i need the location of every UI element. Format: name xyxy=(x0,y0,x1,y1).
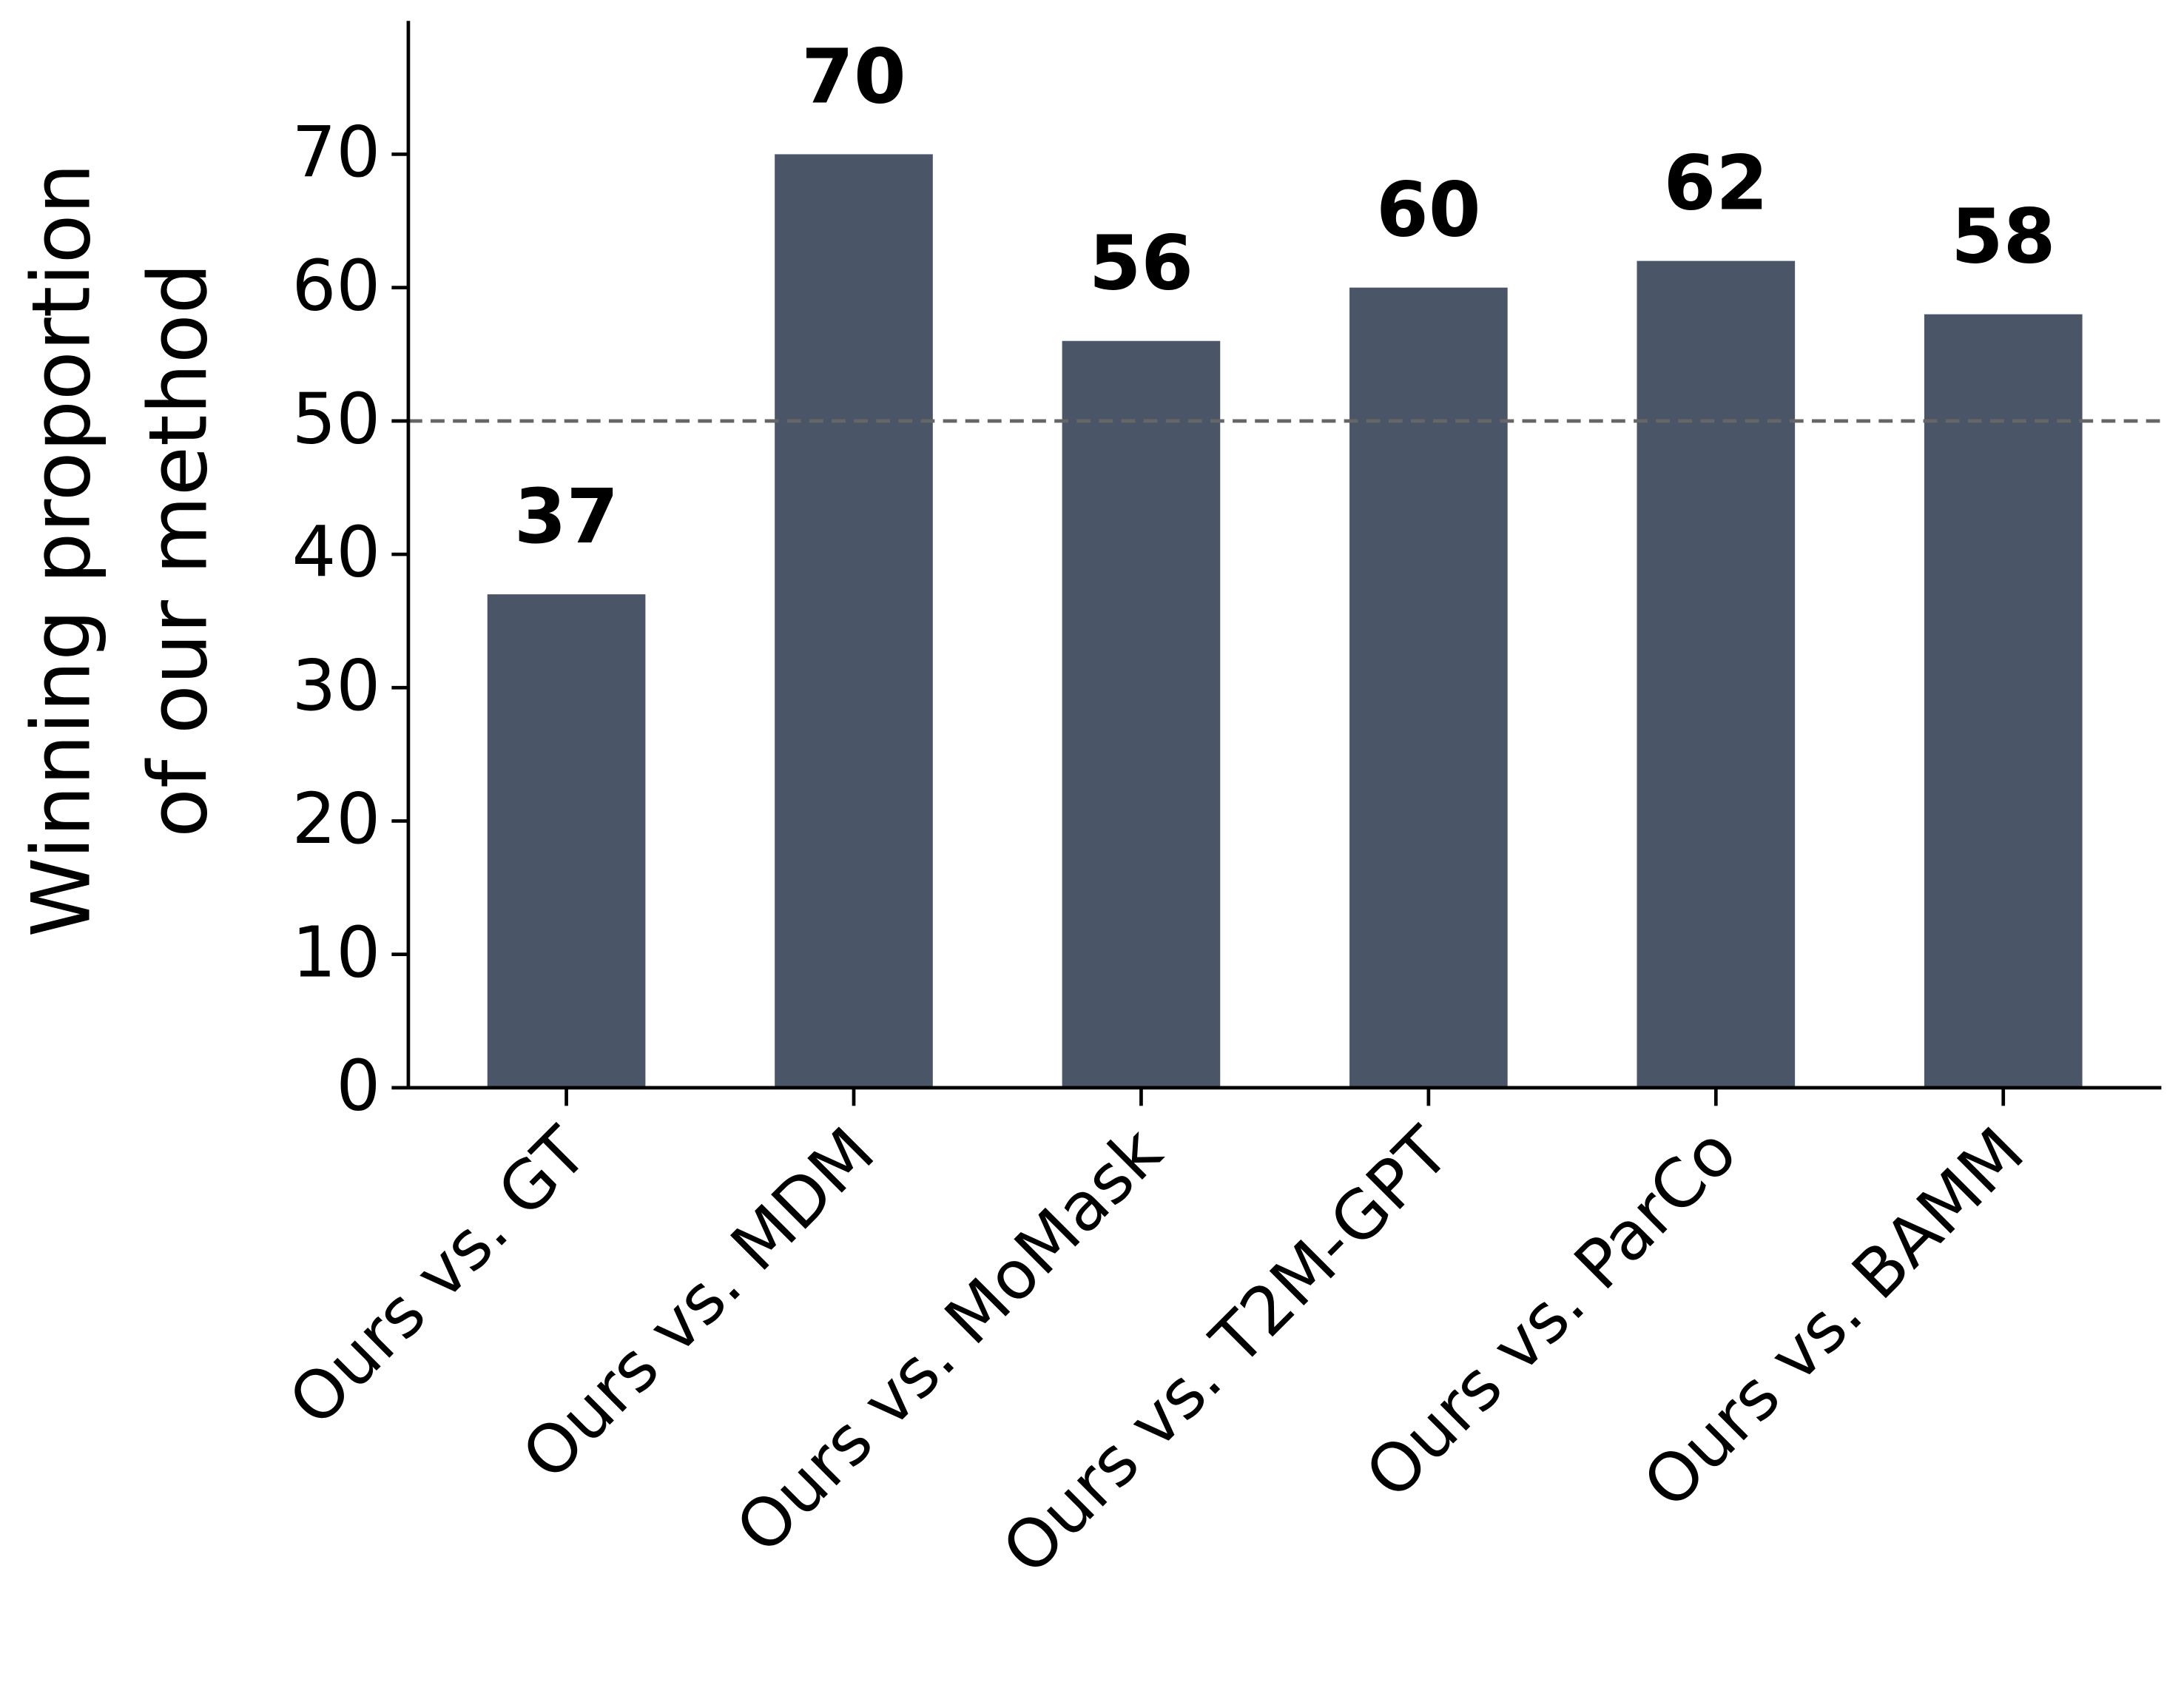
y-tick-label: 30 xyxy=(292,646,381,727)
bar xyxy=(1637,260,1796,1088)
bar xyxy=(775,154,933,1088)
bar xyxy=(1062,340,1221,1088)
y-label-line: Winning proportion xyxy=(15,163,109,937)
y-tick-label: 40 xyxy=(292,513,381,594)
x-tick-label: Ours vs. GT xyxy=(274,1112,602,1440)
y-tick-label: 50 xyxy=(292,379,381,460)
data-label: 37 xyxy=(514,473,619,560)
data-label: 56 xyxy=(1089,220,1193,307)
y-axis-label: Winning proportion of our method xyxy=(15,163,226,937)
y-tick-label: 20 xyxy=(292,779,381,860)
bar xyxy=(1924,314,2083,1088)
y-tick-label: 0 xyxy=(336,1046,380,1126)
y-tick-label: 70 xyxy=(292,112,381,193)
data-label: 70 xyxy=(801,33,906,120)
bar xyxy=(1349,287,1508,1088)
data-label: 62 xyxy=(1664,140,1768,227)
y-tick-label: 10 xyxy=(292,912,381,993)
y-tick-label: 60 xyxy=(292,246,381,326)
y-label-line: of our method xyxy=(132,263,226,838)
data-label: 58 xyxy=(1951,193,2055,280)
bar xyxy=(487,594,646,1088)
data-label: 60 xyxy=(1376,167,1480,254)
